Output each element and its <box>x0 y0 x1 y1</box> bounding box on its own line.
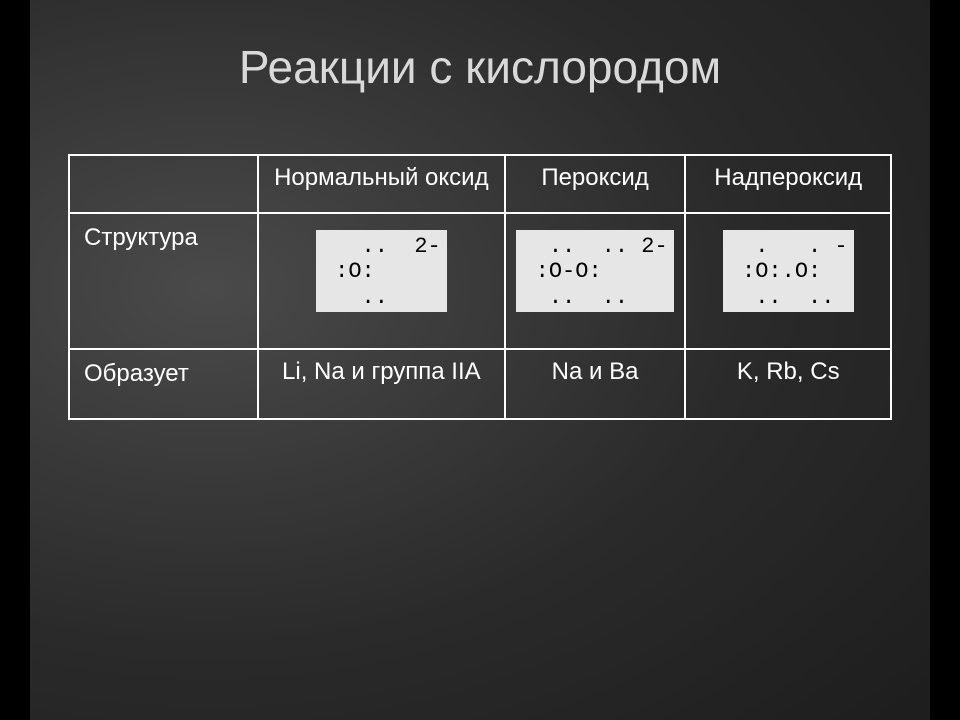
cell-forms-superoxide: K, Rb, Cs <box>685 349 891 419</box>
header-normal-oxide: Нормальный оксид <box>258 155 505 213</box>
row-label-forms: Образует <box>69 349 258 419</box>
cell-forms-oxide: Li, Na и группа IIA <box>258 349 505 419</box>
lewis-structure-oxide: .. 2- :O: .. <box>316 230 447 312</box>
table-row-structure: Структура .. 2- :O: .. .. .. 2- :O-O: ..… <box>69 213 891 349</box>
cell-structure-oxide: .. 2- :O: .. <box>258 213 505 349</box>
table-container: Нормальный оксид Пероксид Надпероксид Ст… <box>30 154 930 420</box>
row-label-structure: Структура <box>69 213 258 349</box>
table-row-forms: Образует Li, Na и группа IIA Na и Ba K, … <box>69 349 891 419</box>
oxygen-reactions-table: Нормальный оксид Пероксид Надпероксид Ст… <box>68 154 892 420</box>
cell-structure-peroxide: .. .. 2- :O-O: .. .. <box>505 213 686 349</box>
lewis-structure-peroxide: .. .. 2- :O-O: .. .. <box>516 230 673 312</box>
slide-title: Реакции с кислородом <box>30 0 930 154</box>
table-header-row: Нормальный оксид Пероксид Надпероксид <box>69 155 891 213</box>
header-peroxide: Пероксид <box>505 155 686 213</box>
cell-forms-peroxide: Na и Ba <box>505 349 686 419</box>
header-superoxide: Надпероксид <box>685 155 891 213</box>
header-empty <box>69 155 258 213</box>
cell-structure-superoxide: . . - :O:.O: .. .. <box>685 213 891 349</box>
lewis-structure-superoxide: . . - :O:.O: .. .. <box>723 230 854 312</box>
slide: Реакции с кислородом Нормальный оксид Пе… <box>30 0 930 720</box>
